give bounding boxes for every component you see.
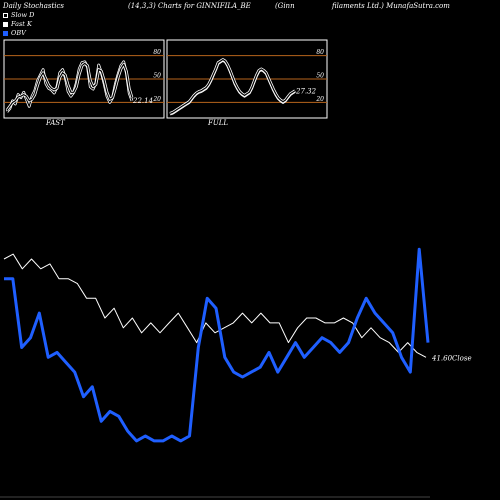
fast-panel-title: FAST bbox=[46, 119, 65, 127]
legend-swatch-obv bbox=[3, 31, 8, 36]
fast-level-label-80: 80 bbox=[153, 49, 161, 56]
company-name-part2: filaments Ltd.) MunafaSutra.com bbox=[332, 2, 450, 10]
chart-params: (14,3,3) Charts for GINNIFILA_BE bbox=[128, 2, 251, 10]
full-level-label-80: 80 bbox=[316, 49, 324, 56]
close-price-line bbox=[3, 253, 427, 358]
close-value-label: 41.60Close bbox=[431, 354, 472, 362]
legend-label-slow-d: Slow D bbox=[11, 11, 35, 19]
company-name-part1: (Ginn bbox=[275, 2, 295, 10]
full-panel-title: FULL bbox=[208, 119, 229, 127]
legend-swatch-slow-d bbox=[3, 13, 8, 18]
full-series-1-line bbox=[169, 58, 296, 114]
full-last-value-label: 27.32 bbox=[295, 87, 317, 95]
legend-swatch-fast-k bbox=[3, 22, 8, 27]
legend: Slow D Fast K OBV bbox=[3, 11, 34, 38]
full-level-label-50: 50 bbox=[316, 73, 324, 80]
obv-line bbox=[4, 247, 430, 443]
legend-item-fast-k: Fast K bbox=[3, 20, 34, 29]
fast-level-label-20: 20 bbox=[152, 96, 161, 103]
close-suffix-label: Close bbox=[452, 354, 472, 362]
full-level-label-20: 20 bbox=[315, 96, 324, 103]
legend-label-obv: OBV bbox=[11, 29, 26, 37]
chart-title: Daily Stochastics bbox=[3, 2, 65, 10]
fast-last-value-label: 22.14 bbox=[132, 97, 153, 105]
fast-level-label-50: 50 bbox=[153, 73, 161, 80]
legend-item-obv: OBV bbox=[3, 29, 34, 38]
legend-label-fast-k: Fast K bbox=[11, 20, 32, 28]
fast-series-1-line bbox=[6, 62, 133, 111]
legend-item-slow-d: Slow D bbox=[3, 11, 34, 20]
